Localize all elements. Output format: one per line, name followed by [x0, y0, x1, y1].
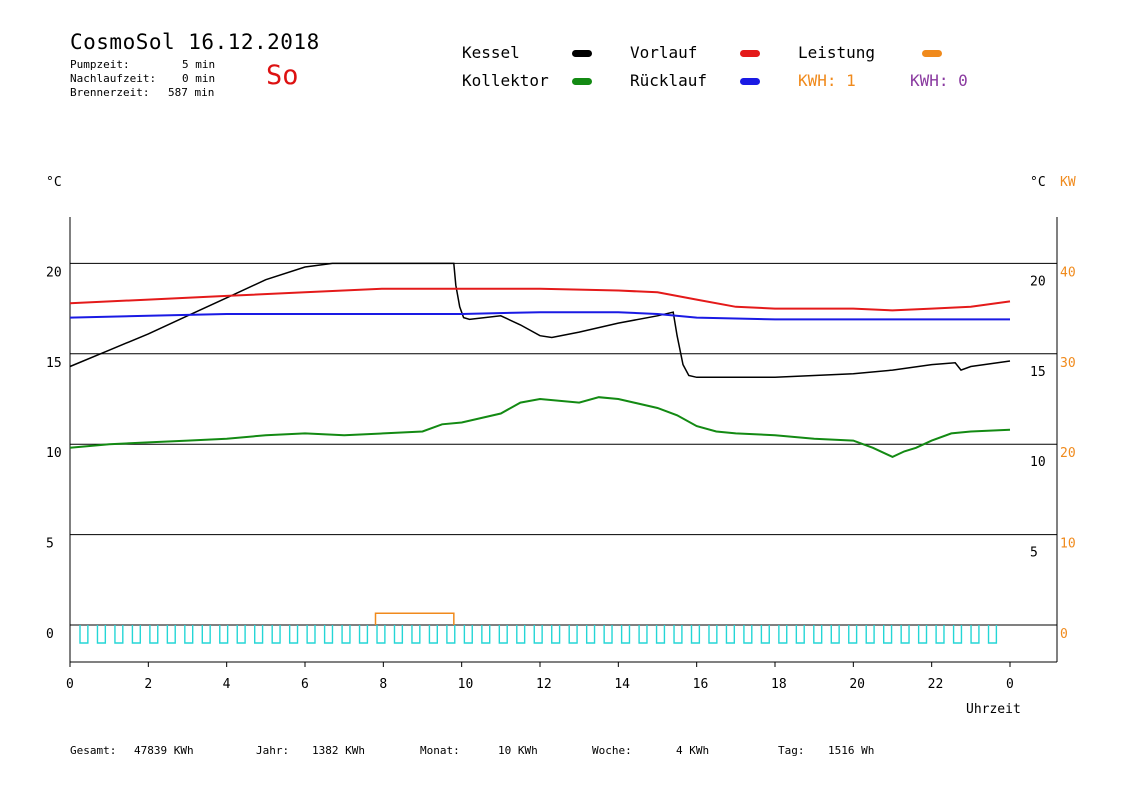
legend-label-kollektor: Kollektor [462, 71, 549, 90]
y-tick-left-label: 10 [46, 446, 62, 461]
legend-swatch-kollektor [572, 78, 592, 85]
legend-swatch-ruecklauf [740, 78, 760, 85]
x-tick-label: 2 [144, 677, 152, 692]
y-tick-left-label: 15 [46, 356, 62, 371]
x-tick-label: 16 [693, 677, 709, 692]
y-tick-right-label: 15 [1030, 365, 1046, 380]
kwh-0-label: KWH: 0 [910, 71, 968, 90]
pumpzeit-label: Pumpzeit: [70, 58, 130, 71]
x-tick-label: 10 [458, 677, 474, 692]
y-tick-kw-label: 0 [1060, 627, 1068, 642]
brennerzeit-label: Brennerzeit: [70, 86, 150, 99]
x-tick-label: 0 [1006, 677, 1014, 692]
footer-tag-value: 1516 Wh [828, 744, 875, 757]
kwh-1-label: KWH: 1 [798, 71, 856, 90]
y-tick-kw-label: 20 [1060, 446, 1076, 461]
footer-gesamt-label: Gesamt: [70, 744, 117, 757]
series-kollektor-line [69, 396, 1011, 459]
y-axis-kw-unit: KW [1060, 175, 1076, 190]
x-tick-label: 12 [536, 677, 552, 692]
y-tick-left-label: 5 [46, 537, 54, 552]
nachlaufzeit-label: Nachlaufzeit: [70, 72, 157, 85]
x-tick-label: 8 [379, 677, 387, 692]
y-tick-right-label: 20 [1030, 274, 1046, 289]
footer-jahr-value: 1382 KWh [312, 744, 365, 757]
footer-monat-value: 10 KWh [498, 744, 538, 757]
footer-woche-value: 4 KWh [676, 744, 710, 757]
x-tick-label: 0 [66, 677, 74, 692]
footer-woche-label: Woche: [592, 744, 632, 757]
y-tick-right-label: 5 [1030, 546, 1038, 561]
x-tick-label: 14 [614, 677, 630, 692]
chart-title: CosmoSol 16.12.2018 [70, 30, 320, 54]
y-tick-kw-label: 10 [1060, 537, 1076, 552]
legend-label-kessel: Kessel [462, 43, 520, 62]
pump-signal-line [79, 625, 998, 644]
footer-jahr-label: Jahr: [256, 744, 290, 757]
legend-label-ruecklauf: Rücklauf [630, 71, 708, 90]
series-vorlauf-line [69, 287, 1011, 312]
legend-swatch-vorlauf [740, 50, 760, 57]
series-ruecklauf-line [69, 311, 1010, 321]
x-tick-label: 20 [849, 677, 865, 692]
x-axis-label: Uhrzeit [966, 702, 1021, 717]
y-axis-right-unit: °C [1030, 175, 1046, 190]
legend-swatch-kessel [572, 50, 592, 57]
footer-tag-label: Tag: [778, 744, 805, 757]
y-tick-right-label: 10 [1030, 455, 1046, 470]
legend-label-leistung: Leistung [798, 43, 876, 62]
y-axis-left-unit: °C [46, 175, 62, 190]
x-tick-label: 6 [301, 677, 309, 692]
y-tick-kw-label: 30 [1060, 356, 1076, 371]
pumpzeit-value: 5 min [182, 58, 216, 71]
x-tick-label: 18 [771, 677, 787, 692]
y-tick-kw-label: 40 [1060, 265, 1076, 280]
brennerzeit-value: 587 min [168, 86, 215, 99]
series-kessel-line [69, 262, 1011, 379]
footer-monat-label: Monat: [420, 744, 460, 757]
y-tick-left-label: 20 [46, 265, 62, 280]
series-leistung-line [374, 612, 455, 625]
x-tick-label: 4 [223, 677, 231, 692]
weekday-indicator: So [266, 60, 299, 91]
x-tick-label: 22 [928, 677, 944, 692]
footer-gesamt-value: 47839 KWh [134, 744, 194, 757]
legend-swatch-leistung [922, 50, 942, 57]
y-tick-left-label: 0 [46, 627, 54, 642]
nachlaufzeit-value: 0 min [182, 72, 216, 85]
legend-label-vorlauf: Vorlauf [630, 43, 698, 62]
